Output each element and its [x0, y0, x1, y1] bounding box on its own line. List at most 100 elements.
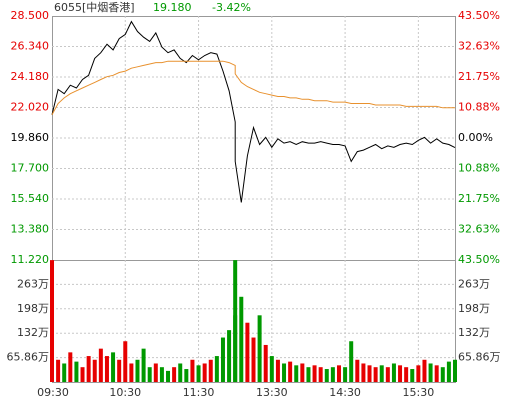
- volume-bar: [288, 361, 293, 382]
- volume-tick-label: 132万: [17, 326, 49, 339]
- volume-bar: [434, 365, 439, 382]
- volume-bar: [269, 356, 274, 382]
- volume-bar: [343, 367, 348, 382]
- y-tick-label: 26.340: [11, 40, 50, 53]
- y-tick-label: 13.380: [11, 223, 50, 236]
- volume-bar: [257, 315, 262, 382]
- volume-bar: [233, 260, 238, 382]
- y-tick-label: 11.220: [11, 253, 50, 266]
- volume-bar: [355, 359, 360, 382]
- volume-bar: [336, 365, 341, 382]
- volume-bar: [184, 369, 189, 382]
- y2-tick-label: 43.50%: [458, 9, 500, 22]
- y2-tick-label: 32.63%: [458, 39, 500, 52]
- price-change: -3.42%: [212, 1, 251, 14]
- y2-tick-label: 21.75%: [458, 70, 500, 83]
- volume-bar: [239, 296, 244, 382]
- volume-tick-label-right: 65.86万: [458, 351, 501, 364]
- volume-bar: [202, 363, 207, 382]
- volume-bar: [98, 348, 103, 382]
- volume-bar: [141, 348, 146, 382]
- volume-bar: [178, 363, 183, 382]
- x-tick-label: 10:30: [109, 386, 141, 399]
- x-tick-label: 14:30: [329, 386, 361, 399]
- volume-bar: [275, 359, 280, 382]
- price-line: [51, 20, 456, 203]
- volume-bar: [111, 352, 116, 382]
- volume-bar: [367, 365, 372, 382]
- volume-tick-label-right: 198万: [458, 302, 490, 315]
- volume-bar: [214, 356, 219, 382]
- x-tick-label: 13:30: [256, 386, 288, 399]
- volume-bar: [398, 365, 403, 382]
- last-price: 19.180: [153, 1, 192, 14]
- volume-bar: [80, 367, 85, 382]
- volume-bar: [251, 337, 256, 382]
- volume-bar: [318, 367, 323, 382]
- volume-bar: [166, 370, 171, 382]
- volume-bar: [147, 367, 152, 382]
- volume-bar: [68, 352, 73, 382]
- y2-tick-label: 10.88%: [458, 100, 500, 113]
- volume-bar: [404, 367, 409, 382]
- volume-bar: [74, 361, 79, 382]
- volume-bar: [172, 367, 177, 382]
- volume-bar: [92, 359, 97, 382]
- volume-bar: [379, 365, 384, 382]
- average-line: [51, 60, 455, 116]
- volume-bar: [440, 367, 445, 382]
- volume-bar: [196, 365, 201, 382]
- volume-bar: [159, 367, 164, 382]
- x-tick-label: 15:30: [403, 386, 435, 399]
- volume-bar: [300, 363, 305, 382]
- volume-bar: [422, 359, 427, 382]
- volume-bar: [86, 356, 91, 382]
- y-tick-label: 15.540: [11, 192, 50, 205]
- y2-tick-label: 43.50%: [458, 253, 500, 266]
- y2-tick-label: 0.00%: [458, 131, 493, 144]
- volume-tick-label: 198万: [17, 302, 49, 315]
- volume-bar: [306, 367, 311, 382]
- volume-bar: [62, 363, 67, 382]
- volume-bar: [50, 260, 54, 382]
- volume-bar: [446, 361, 451, 382]
- volume-bar: [227, 330, 232, 382]
- y-tick-label: 17.700: [11, 162, 50, 175]
- y-tick-label: 28.500: [11, 9, 50, 22]
- volume-bar: [428, 363, 433, 382]
- volume-bar: [263, 344, 268, 382]
- volume-bar: [410, 369, 415, 382]
- volume-bar: [416, 365, 421, 382]
- volume-bar: [294, 365, 299, 382]
- x-tick-label: 11:30: [183, 386, 215, 399]
- y2-tick-label: 21.75%: [458, 192, 500, 205]
- volume-bar: [312, 365, 317, 382]
- volume-tick-label-right: 263万: [458, 277, 490, 290]
- volume-bar: [220, 337, 225, 382]
- volume-bar: [349, 341, 354, 382]
- y-tick-label: 24.180: [11, 70, 50, 83]
- volume-bar: [123, 341, 128, 382]
- x-tick-label: 09:30: [37, 386, 69, 399]
- volume-bar: [324, 369, 329, 382]
- volume-bar: [361, 363, 366, 382]
- volume-bar: [56, 359, 61, 382]
- volume-bar: [373, 367, 378, 382]
- volume-tick-label: 65.86万: [7, 351, 50, 364]
- volume-bar: [104, 356, 109, 382]
- volume-bar: [391, 363, 396, 382]
- volume-tick-label-right: 132万: [458, 326, 490, 339]
- volume-tick-label: 263万: [17, 277, 49, 290]
- stock-code: 6055[中烟香港]: [54, 0, 135, 14]
- volume-bar: [190, 359, 195, 382]
- volume-bar: [153, 363, 158, 382]
- volume-bar: [282, 363, 287, 382]
- y2-tick-label: 10.88%: [458, 162, 500, 175]
- volume-bar: [135, 359, 140, 382]
- y-tick-label: 19.860: [11, 131, 50, 144]
- volume-bar: [117, 359, 122, 382]
- volume-bar: [208, 359, 213, 382]
- y2-tick-label: 32.63%: [458, 223, 500, 236]
